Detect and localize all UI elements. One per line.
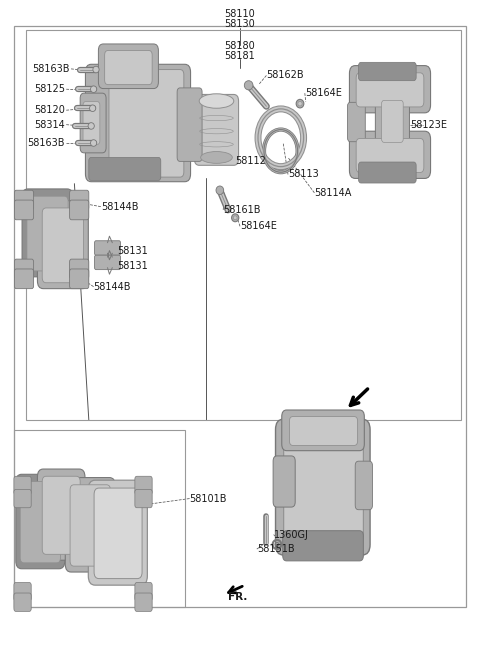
FancyBboxPatch shape	[109, 70, 184, 177]
FancyBboxPatch shape	[89, 157, 161, 180]
Ellipse shape	[244, 81, 253, 90]
FancyBboxPatch shape	[20, 482, 60, 563]
FancyBboxPatch shape	[14, 190, 34, 210]
Ellipse shape	[231, 214, 239, 222]
FancyBboxPatch shape	[375, 96, 409, 147]
Ellipse shape	[296, 99, 304, 108]
FancyBboxPatch shape	[349, 131, 431, 178]
FancyBboxPatch shape	[80, 93, 106, 153]
FancyBboxPatch shape	[95, 241, 120, 255]
FancyBboxPatch shape	[14, 489, 31, 508]
Text: 58164E: 58164E	[305, 88, 342, 98]
FancyBboxPatch shape	[94, 488, 142, 579]
FancyBboxPatch shape	[14, 269, 34, 289]
Text: 58130: 58130	[225, 19, 255, 30]
Ellipse shape	[88, 123, 94, 129]
FancyBboxPatch shape	[349, 66, 431, 113]
Text: 58120: 58120	[34, 105, 65, 115]
Text: 1360GJ: 1360GJ	[274, 529, 309, 540]
FancyBboxPatch shape	[356, 73, 424, 107]
Text: 58125: 58125	[34, 84, 65, 94]
Text: 58112: 58112	[235, 155, 266, 166]
FancyBboxPatch shape	[283, 531, 363, 561]
Text: 58163B: 58163B	[32, 64, 70, 74]
Text: 58131: 58131	[118, 246, 148, 256]
Bar	[26, 30, 461, 420]
Text: 58180: 58180	[225, 41, 255, 51]
Text: 58113: 58113	[288, 169, 319, 180]
FancyBboxPatch shape	[37, 201, 88, 289]
Text: 58164E: 58164E	[240, 221, 277, 232]
Text: 58123E: 58123E	[410, 119, 447, 130]
FancyBboxPatch shape	[105, 51, 152, 85]
FancyBboxPatch shape	[273, 456, 295, 507]
Ellipse shape	[89, 105, 96, 112]
Text: 58101B: 58101B	[190, 493, 227, 504]
FancyBboxPatch shape	[359, 62, 416, 81]
FancyBboxPatch shape	[70, 485, 110, 566]
Text: 58161B: 58161B	[223, 205, 261, 215]
FancyBboxPatch shape	[355, 461, 372, 510]
Bar	[14, 430, 185, 607]
FancyBboxPatch shape	[70, 259, 89, 279]
FancyBboxPatch shape	[135, 593, 152, 611]
FancyBboxPatch shape	[348, 102, 365, 142]
FancyBboxPatch shape	[14, 583, 31, 601]
Text: 58314: 58314	[34, 119, 65, 130]
FancyBboxPatch shape	[14, 476, 31, 495]
Ellipse shape	[216, 186, 224, 194]
FancyBboxPatch shape	[289, 417, 358, 445]
FancyBboxPatch shape	[194, 94, 239, 165]
Bar	[118, 75, 144, 83]
Text: 58151B: 58151B	[257, 544, 294, 554]
FancyBboxPatch shape	[356, 138, 424, 173]
FancyBboxPatch shape	[42, 476, 80, 554]
Text: 58162B: 58162B	[266, 70, 304, 81]
Text: 58114A: 58114A	[314, 188, 352, 198]
Ellipse shape	[233, 216, 237, 220]
FancyBboxPatch shape	[282, 410, 364, 451]
Ellipse shape	[298, 101, 302, 106]
Text: 58131: 58131	[118, 261, 148, 272]
Bar	[14, 26, 466, 607]
Text: 58163B: 58163B	[27, 138, 65, 148]
Ellipse shape	[90, 86, 97, 92]
FancyBboxPatch shape	[42, 208, 84, 283]
FancyBboxPatch shape	[284, 431, 363, 544]
Text: 58144B: 58144B	[101, 201, 138, 212]
FancyBboxPatch shape	[70, 190, 89, 210]
FancyBboxPatch shape	[37, 469, 85, 560]
Ellipse shape	[199, 94, 234, 108]
FancyBboxPatch shape	[14, 259, 34, 279]
FancyBboxPatch shape	[83, 102, 100, 144]
FancyBboxPatch shape	[177, 88, 202, 161]
FancyBboxPatch shape	[88, 480, 147, 585]
FancyBboxPatch shape	[359, 162, 416, 183]
FancyBboxPatch shape	[382, 100, 403, 142]
FancyBboxPatch shape	[65, 478, 115, 572]
Text: 58110: 58110	[225, 9, 255, 20]
Ellipse shape	[93, 66, 99, 73]
Ellipse shape	[201, 152, 232, 163]
FancyBboxPatch shape	[14, 200, 34, 220]
FancyBboxPatch shape	[70, 269, 89, 289]
FancyBboxPatch shape	[22, 189, 73, 277]
FancyBboxPatch shape	[27, 196, 68, 271]
FancyBboxPatch shape	[135, 476, 152, 495]
FancyBboxPatch shape	[16, 474, 65, 569]
Ellipse shape	[90, 140, 97, 146]
FancyBboxPatch shape	[70, 200, 89, 220]
FancyBboxPatch shape	[14, 593, 31, 611]
FancyBboxPatch shape	[276, 419, 370, 555]
Text: FR.: FR.	[228, 592, 247, 602]
FancyBboxPatch shape	[135, 583, 152, 601]
Text: 58144B: 58144B	[94, 281, 131, 292]
FancyBboxPatch shape	[135, 489, 152, 508]
FancyBboxPatch shape	[85, 64, 191, 182]
FancyBboxPatch shape	[98, 44, 158, 89]
Text: 58181: 58181	[225, 51, 255, 61]
FancyBboxPatch shape	[95, 255, 120, 270]
